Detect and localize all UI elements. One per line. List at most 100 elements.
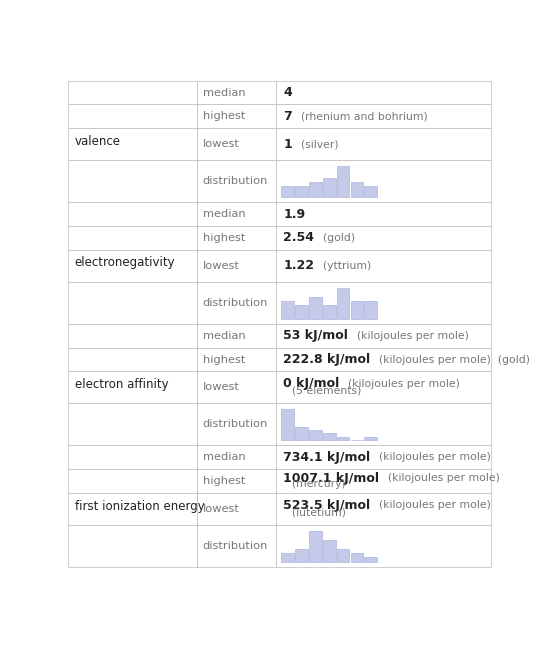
Bar [337, 437, 349, 440]
Bar [323, 434, 336, 440]
Text: (lutetium): (lutetium) [285, 507, 346, 518]
Text: 2.54: 2.54 [283, 232, 314, 245]
Bar [68, 81, 197, 105]
Text: highest: highest [203, 233, 245, 243]
Text: lowest: lowest [203, 139, 240, 149]
Text: distribution: distribution [203, 419, 268, 429]
Text: median: median [203, 331, 246, 340]
Bar [276, 324, 491, 348]
Bar [351, 553, 363, 562]
Bar [197, 348, 276, 372]
Bar [295, 186, 308, 197]
Bar [276, 348, 491, 372]
Bar [281, 553, 294, 562]
Bar [197, 81, 276, 105]
Bar [309, 531, 322, 562]
Text: median: median [203, 452, 246, 462]
Bar [68, 226, 197, 250]
Bar [276, 282, 491, 324]
Bar [276, 445, 491, 469]
Text: highest: highest [203, 476, 245, 486]
Text: highest: highest [203, 355, 245, 365]
Bar [276, 250, 491, 282]
Text: lowest: lowest [203, 504, 240, 514]
Bar [276, 469, 491, 493]
Text: (kilojoules per mole): (kilojoules per mole) [372, 501, 491, 510]
Bar [281, 186, 294, 197]
Bar [197, 469, 276, 493]
Bar [365, 437, 377, 440]
Text: (5 elements): (5 elements) [285, 386, 361, 396]
Bar [197, 324, 276, 348]
Bar [323, 540, 336, 562]
Bar [295, 549, 308, 562]
Text: (yttrium): (yttrium) [316, 261, 371, 271]
Bar [197, 404, 276, 445]
Bar [197, 372, 276, 404]
Text: (silver): (silver) [294, 139, 339, 149]
Bar [281, 409, 294, 440]
Bar [309, 182, 322, 197]
Text: (kilojoules per mole): (kilojoules per mole) [381, 473, 500, 484]
Text: valence: valence [75, 135, 121, 148]
Text: 4: 4 [283, 86, 292, 99]
Text: (kilojoules per mole): (kilojoules per mole) [341, 379, 460, 389]
Bar [197, 250, 276, 282]
Bar [337, 166, 349, 197]
Bar [365, 186, 377, 197]
Bar [309, 430, 322, 440]
Bar [323, 178, 336, 197]
Text: 523.5 kJ/mol: 523.5 kJ/mol [283, 499, 370, 512]
Bar [295, 426, 308, 440]
Bar [68, 160, 197, 202]
Text: (kilojoules per mole): (kilojoules per mole) [350, 331, 468, 340]
Bar [197, 160, 276, 202]
Bar [276, 160, 491, 202]
Bar [68, 525, 197, 567]
Bar [197, 525, 276, 567]
Bar [276, 128, 491, 160]
Text: 7: 7 [283, 110, 292, 123]
Bar [68, 324, 197, 348]
Text: electronegativity: electronegativity [75, 256, 175, 270]
Bar [68, 250, 197, 282]
Bar [197, 202, 276, 226]
Bar [68, 202, 197, 226]
Bar [197, 128, 276, 160]
Bar [197, 445, 276, 469]
Text: distribution: distribution [203, 541, 268, 551]
Text: 1007.1 kJ/mol: 1007.1 kJ/mol [283, 472, 379, 485]
Text: 734.1 kJ/mol: 734.1 kJ/mol [283, 450, 370, 464]
Bar [68, 404, 197, 445]
Bar [68, 282, 197, 324]
Bar [276, 105, 491, 128]
Bar [276, 404, 491, 445]
Text: median: median [203, 88, 246, 98]
Text: 1: 1 [283, 138, 292, 151]
Bar [337, 288, 349, 319]
Bar [68, 445, 197, 469]
Text: lowest: lowest [203, 261, 240, 271]
Bar [68, 105, 197, 128]
Text: 0 kJ/mol: 0 kJ/mol [283, 378, 340, 391]
Bar [365, 301, 377, 319]
Text: 1.9: 1.9 [283, 208, 305, 221]
Bar [276, 525, 491, 567]
Bar [68, 348, 197, 372]
Text: median: median [203, 209, 246, 219]
Text: (kilojoules per mole): (kilojoules per mole) [372, 452, 491, 462]
Text: (mercury): (mercury) [285, 478, 346, 489]
Bar [68, 469, 197, 493]
Bar [351, 301, 363, 319]
Text: distribution: distribution [203, 176, 268, 186]
Bar [276, 226, 491, 250]
Text: electron affinity: electron affinity [75, 378, 168, 391]
Bar [197, 226, 276, 250]
Bar [281, 301, 294, 319]
Bar [197, 105, 276, 128]
Bar [276, 493, 491, 525]
Text: lowest: lowest [203, 382, 240, 393]
Text: (gold): (gold) [316, 233, 355, 243]
Bar [351, 182, 363, 197]
Text: 53 kJ/mol: 53 kJ/mol [283, 329, 348, 342]
